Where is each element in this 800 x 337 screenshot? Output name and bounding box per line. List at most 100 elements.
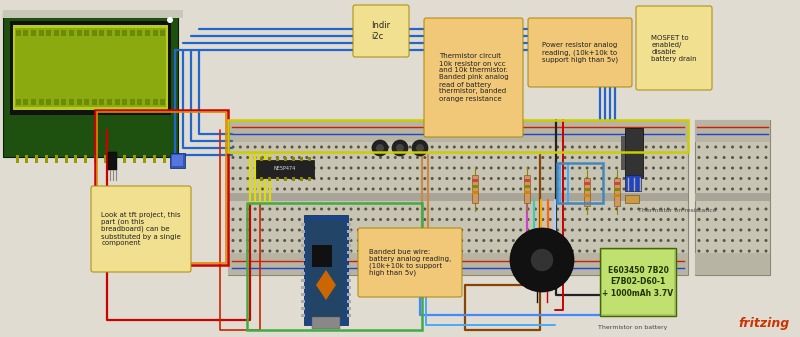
Circle shape [674, 218, 677, 221]
Circle shape [409, 177, 411, 180]
Bar [77, 99, 82, 105]
Circle shape [475, 228, 478, 232]
Bar [472, 179, 478, 182]
Circle shape [593, 156, 596, 159]
Circle shape [593, 239, 596, 242]
Circle shape [342, 177, 345, 180]
Circle shape [386, 166, 390, 170]
Circle shape [364, 249, 367, 252]
Circle shape [460, 156, 463, 159]
Circle shape [490, 156, 493, 159]
Circle shape [306, 228, 308, 232]
Circle shape [276, 166, 278, 170]
Circle shape [430, 228, 434, 232]
Circle shape [666, 249, 670, 252]
Circle shape [379, 187, 382, 190]
Circle shape [586, 239, 589, 242]
Circle shape [638, 166, 640, 170]
Bar [16, 30, 21, 36]
Circle shape [306, 218, 308, 221]
Circle shape [563, 146, 566, 149]
Text: fritzing: fritzing [738, 317, 790, 330]
Circle shape [313, 249, 316, 252]
Circle shape [722, 187, 726, 190]
Circle shape [386, 228, 390, 232]
Circle shape [505, 208, 507, 211]
Circle shape [379, 208, 382, 211]
Circle shape [645, 218, 648, 221]
Bar [46, 30, 51, 36]
Circle shape [342, 249, 345, 252]
Circle shape [482, 239, 486, 242]
Circle shape [261, 146, 264, 149]
Bar [138, 30, 142, 36]
Circle shape [386, 187, 390, 190]
Circle shape [392, 140, 408, 156]
Circle shape [534, 146, 537, 149]
Bar [260, 177, 263, 181]
Circle shape [342, 208, 345, 211]
Circle shape [268, 156, 271, 159]
Circle shape [756, 239, 759, 242]
Bar [69, 30, 74, 36]
Circle shape [376, 144, 384, 152]
FancyBboxPatch shape [353, 5, 409, 57]
Circle shape [467, 156, 470, 159]
Circle shape [475, 239, 478, 242]
Circle shape [526, 146, 530, 149]
Circle shape [334, 218, 338, 221]
Circle shape [276, 146, 278, 149]
Circle shape [615, 249, 618, 252]
Circle shape [327, 156, 330, 159]
Circle shape [482, 249, 486, 252]
Circle shape [290, 208, 294, 211]
Circle shape [698, 249, 701, 252]
Circle shape [334, 228, 338, 232]
Circle shape [659, 156, 662, 159]
Text: Indir
i2c: Indir i2c [371, 21, 390, 41]
Circle shape [246, 156, 250, 159]
Bar [695, 193, 770, 201]
Bar [14, 25, 168, 110]
Bar [62, 30, 66, 36]
Bar [160, 99, 166, 105]
Bar [74, 155, 78, 163]
Circle shape [246, 218, 250, 221]
Circle shape [298, 146, 301, 149]
Circle shape [283, 187, 286, 190]
Circle shape [467, 208, 470, 211]
Circle shape [283, 156, 286, 159]
Circle shape [586, 166, 589, 170]
Circle shape [364, 166, 367, 170]
Circle shape [231, 208, 234, 211]
Circle shape [460, 249, 463, 252]
Circle shape [446, 228, 449, 232]
Circle shape [542, 177, 544, 180]
Circle shape [239, 208, 242, 211]
Circle shape [313, 156, 316, 159]
Circle shape [534, 208, 537, 211]
Circle shape [290, 187, 294, 190]
FancyBboxPatch shape [358, 228, 462, 297]
Circle shape [261, 249, 264, 252]
Circle shape [765, 249, 767, 252]
Circle shape [505, 146, 507, 149]
Circle shape [638, 208, 640, 211]
Circle shape [630, 146, 633, 149]
Circle shape [659, 249, 662, 252]
Bar [3, 12, 178, 157]
Circle shape [416, 218, 419, 221]
Circle shape [475, 208, 478, 211]
Circle shape [638, 228, 640, 232]
Circle shape [526, 218, 530, 221]
Circle shape [430, 218, 434, 221]
Bar [301, 314, 305, 317]
Circle shape [630, 187, 633, 190]
Circle shape [512, 166, 515, 170]
Circle shape [254, 208, 257, 211]
Bar [114, 99, 120, 105]
Circle shape [276, 249, 278, 252]
Circle shape [714, 166, 718, 170]
Circle shape [497, 177, 500, 180]
Bar [145, 99, 150, 105]
